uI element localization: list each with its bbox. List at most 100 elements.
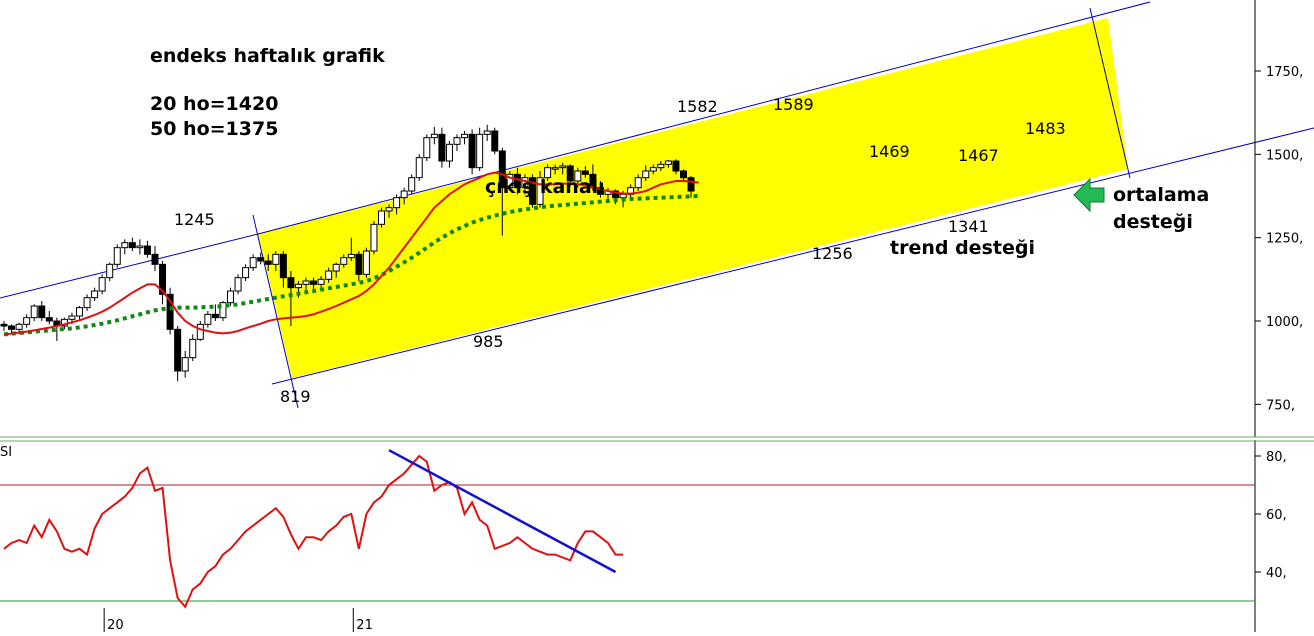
candle-body [559,165,567,169]
candle-body [332,263,340,272]
label-ortalama: ortalama [1113,184,1209,206]
candle-body [370,223,378,252]
candle-body [544,167,552,179]
candle-body [483,130,491,135]
label-1589: 1589 [773,95,814,114]
candle-body [642,170,650,179]
candle-body [189,338,197,359]
candle-body [128,242,136,249]
channel-fill [258,18,1128,378]
candle-body [672,160,680,172]
label-1256: 1256 [812,244,853,263]
candle-body [430,133,438,139]
candle-body [234,277,242,292]
candle-body [219,302,227,319]
candle-body [294,283,302,289]
candle-body [581,170,589,175]
candle-body [400,190,408,199]
rsi-tick-label: 40, [1266,566,1287,581]
candle-body [566,165,574,182]
candles-group [0,124,695,382]
candle-body [0,323,8,327]
candle-body [574,170,582,182]
candle-body [159,263,167,295]
candle-body [680,170,687,179]
candle-body [272,253,280,265]
candle-body [415,157,423,179]
channel-lower-line [271,127,1314,385]
candle-body [634,177,642,189]
candle-body [302,280,310,285]
candle-body [551,167,559,170]
candle-body [498,150,506,189]
label-1245: 1245 [174,210,215,229]
candle-body [98,277,106,292]
candle-body [310,280,318,285]
ma50-line [3,194,699,337]
candle-body [174,328,182,372]
candle-body [76,307,83,317]
candle-body [317,278,325,285]
rsi-panel-label: SI [0,445,12,460]
candle-body [45,317,53,322]
rsi-tick-label: 80, [1266,450,1287,465]
candle-body [687,177,695,192]
candle-body [529,177,536,205]
candle-body [257,257,265,262]
label-1469: 1469 [869,142,910,161]
ma20-line [3,171,699,336]
candle-body [68,315,76,320]
candle-body [8,325,16,330]
candle-body [619,193,627,199]
price-tick-label: 1250, [1266,232,1303,247]
candle-body [196,323,204,340]
price-tick-label: 1500, [1266,148,1303,163]
candle-body [393,197,401,209]
label-cikis-kanali: çıkış kanalı [485,176,605,198]
candle-body [91,290,99,299]
candle-body [136,245,144,249]
candle-body [340,257,348,265]
candle-body [204,313,212,325]
channel-right-edge [1089,7,1131,179]
candle-body [121,242,129,249]
candle-body [664,160,672,165]
candle-body [423,137,431,159]
candle-body [166,293,174,330]
label-1341: 1341 [948,217,989,236]
candle-body [143,245,151,255]
candle-body [445,143,453,162]
ma20-note: 20 ho=1420 [150,93,278,115]
rsi-line [3,454,624,609]
candle-body [347,253,355,259]
candle-body [536,177,544,205]
channel-left-edge [252,214,299,409]
price-tick-label: 1000, [1266,315,1303,330]
label-1483: 1483 [1025,119,1066,138]
candle-body [506,173,514,189]
label-819: 819 [280,387,311,406]
label-1582: 1582 [677,97,718,116]
candle-body [476,133,484,169]
candle-body [385,207,393,212]
chart-title: endeks haftalık grafik [150,45,385,67]
candle-body [378,210,385,225]
candle-body [264,260,272,265]
candle-body [15,323,23,330]
candle-body [23,317,31,325]
candle-body [453,137,461,145]
price-tick-label: 750, [1266,398,1295,413]
candle-body [438,133,446,162]
rsi-tick-label: 60, [1266,508,1287,523]
support-arrow-icon [1073,177,1105,213]
candle-body [657,163,665,169]
label-1467: 1467 [958,146,999,165]
candle-body [38,305,46,319]
candle-body [211,313,219,319]
rsi-trendline [388,449,617,574]
candle-body [325,270,333,280]
candle-body [151,253,159,265]
candle-body [279,253,287,279]
